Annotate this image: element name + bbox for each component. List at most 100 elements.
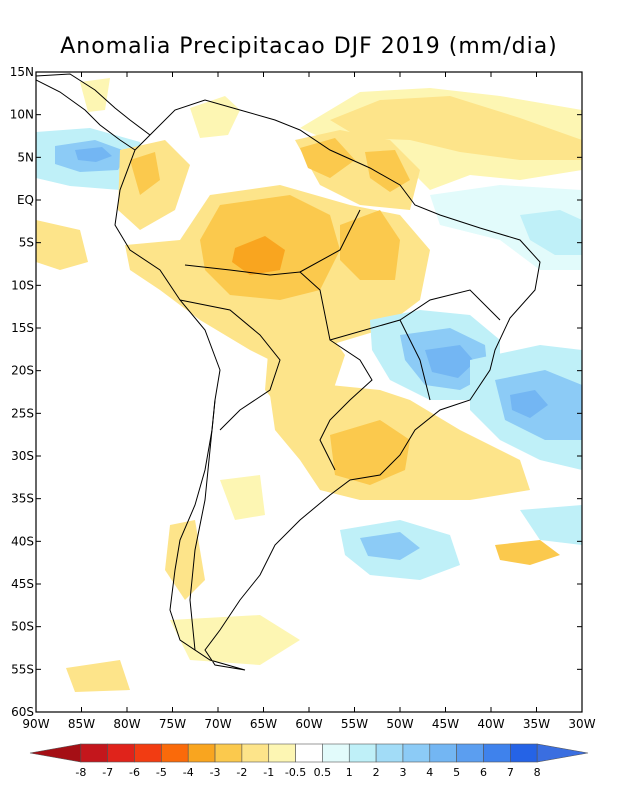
colorbar-label: 8	[534, 766, 541, 779]
colorbar-swatch	[429, 743, 457, 763]
lat-tick-label: 40S	[11, 534, 34, 548]
anomaly-guiana-dry-core-2	[365, 150, 410, 192]
lon-tick-label: 55W	[341, 717, 368, 731]
anomaly-south-pacific-dry	[66, 660, 130, 692]
lat-tick-label: 55S	[11, 662, 34, 676]
colorbar-swatch	[402, 743, 431, 763]
lon-tick-label: 70W	[204, 717, 231, 731]
anomaly-southeast-atlantic-dry	[495, 540, 560, 565]
colorbar-label: -0.5	[285, 766, 306, 779]
colorbar-label: 2	[373, 766, 380, 779]
lon-tick-label: 65W	[250, 717, 277, 731]
colorbar-swatch	[268, 743, 296, 763]
colorbar-label: -5	[156, 766, 167, 779]
colorbar-swatch	[375, 743, 404, 763]
map-title: Anomalia Precipitacao DJF 2019 (mm/dia)	[60, 34, 558, 59]
colorbar-swatch	[214, 743, 243, 763]
central-america-coast-north	[36, 73, 151, 136]
colorbar-swatch	[536, 743, 589, 763]
lon-tick-label: 30W	[568, 717, 595, 731]
colorbar-label: -2	[236, 766, 247, 779]
lon-tick-label: 50W	[386, 717, 413, 731]
colorbar-label: -1	[263, 766, 274, 779]
lon-tick-label: 40W	[477, 717, 504, 731]
anomaly-south-brazil-dry-core	[330, 420, 410, 485]
anomaly-guiana-dry-core	[300, 138, 355, 178]
anomaly-far-atlantic-wet	[520, 505, 582, 545]
coastlines	[36, 73, 541, 671]
colorbar: -8 -7 -6 -5 -4 -3 -2 -1 -0.5 0.5 1 2 3 4 5 6 7 8	[29, 743, 589, 779]
andes-border	[179, 299, 281, 431]
anomaly-patagonia-dry	[170, 615, 300, 665]
colorbar-label: -6	[129, 766, 140, 779]
colorbar-swatch	[483, 743, 511, 763]
colorbar-label: 3	[399, 766, 406, 779]
brazil-border	[184, 264, 373, 471]
colorbar-swatch	[29, 743, 82, 763]
lat-tick-label: 50S	[11, 620, 34, 634]
lon-tick-label: 90W	[22, 717, 49, 731]
anomaly-amazon-dry-core	[232, 236, 285, 275]
colorbar-swatch	[322, 743, 350, 763]
colorbar-swatch	[348, 743, 377, 763]
lat-tick-label: 10S	[11, 278, 34, 292]
colorbar-swatch	[107, 743, 135, 763]
lat-tick-label: 5S	[19, 236, 34, 250]
colorbar-swatch	[510, 743, 538, 763]
colorbar-label: 1	[346, 766, 353, 779]
lon-tick-label: 75W	[159, 717, 186, 731]
lat-tick-label: 35S	[11, 492, 34, 506]
colorbar-label: 6	[480, 766, 487, 779]
colorbar-swatch	[161, 743, 189, 763]
lon-tick-label: 60W	[295, 717, 322, 731]
colorbar-label: -7	[102, 766, 113, 779]
lon-tick-label: 45W	[432, 717, 459, 731]
lat-tick-label: 10N	[10, 108, 34, 122]
lat-tick-label: 5N	[17, 150, 34, 164]
lat-tick-label: EQ	[17, 193, 34, 207]
anomaly-chile-dry	[165, 520, 205, 600]
lat-tick-label: 45S	[11, 577, 34, 591]
latitude-axis: 15N 10N 5N EQ 5S 10S 15S 20S 25S 30S 35S 40S 45S 50S 5…	[10, 65, 582, 719]
anomaly-argentina-dry	[220, 475, 265, 520]
anomaly-north-atlantic-dry-core	[330, 96, 582, 160]
central-america-coast	[36, 79, 136, 151]
anomaly-amazon-east-dry	[340, 210, 400, 280]
colorbar-swatch	[456, 743, 484, 763]
colorbar-swatch	[80, 743, 108, 763]
brazil-internal-state-lines	[299, 209, 501, 401]
lon-tick-label: 35W	[523, 717, 550, 731]
colorbar-swatch	[187, 743, 216, 763]
anomaly-ecuador-pacific-dry	[36, 220, 88, 270]
argentina-chile-border	[189, 399, 216, 651]
anomaly-equatorial-atlantic-wet	[430, 185, 582, 270]
colorbar-label: 7	[507, 766, 514, 779]
colorbar-label: 0.5	[314, 766, 332, 779]
colorbar-label: 4	[426, 766, 433, 779]
anomaly-equatorial-atlantic-wet-mid	[520, 210, 582, 255]
lat-tick-label: 30S	[11, 449, 34, 463]
lon-tick-label: 80W	[113, 717, 140, 731]
anomaly-south-atlantic-wet-core	[510, 390, 548, 418]
south-america-coast	[114, 99, 541, 671]
colorbar-swatch	[241, 743, 270, 763]
colorbar-swatch	[134, 743, 162, 763]
longitude-axis: 90W 85W 80W 75W 70W 65W 60W 55W 50W 45W 40W 35W 30W	[22, 72, 596, 731]
anomaly-colombia-dry-core	[130, 152, 160, 195]
lat-tick-label: 15N	[10, 65, 34, 79]
colorbar-label: -3	[210, 766, 221, 779]
colorbar-label: -8	[75, 766, 86, 779]
colorbar-swatch	[295, 743, 323, 763]
anomaly-caribbean-dry	[80, 78, 110, 112]
lat-tick-label: 60S	[11, 705, 34, 719]
lat-tick-label: 15S	[11, 321, 34, 335]
colorbar-label: 5	[453, 766, 460, 779]
anomaly-southeast-wet-core	[425, 345, 475, 378]
lat-tick-label: 20S	[11, 364, 34, 378]
anomaly-patagonia-atlantic-wet-mid	[360, 532, 420, 560]
colorbar-label: -4	[183, 766, 194, 779]
lat-tick-label: 25S	[11, 406, 34, 420]
anomaly-field	[36, 78, 582, 692]
lon-tick-label: 85W	[68, 717, 95, 731]
